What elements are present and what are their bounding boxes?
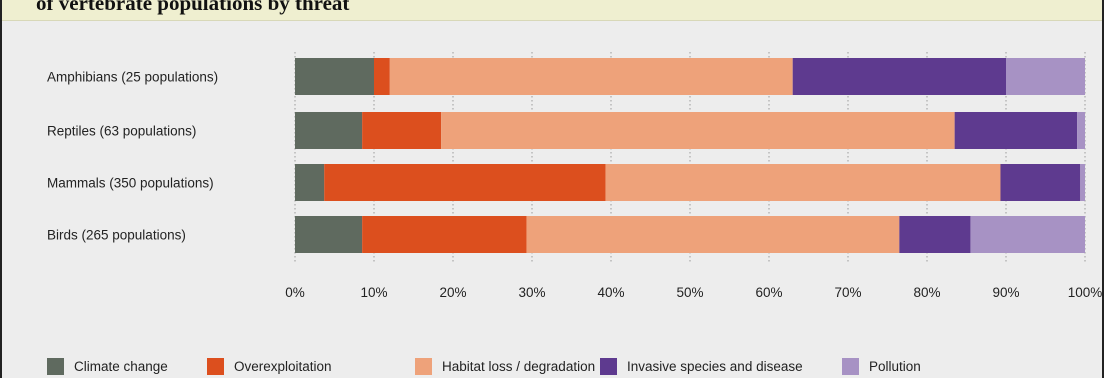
- bar-segment: [324, 164, 606, 201]
- category-label: Reptiles (63 populations): [47, 124, 196, 139]
- x-tick-label: 10%: [360, 285, 387, 300]
- bar-segment: [295, 216, 363, 253]
- legend-label: Habitat loss / degradation: [442, 359, 595, 374]
- bar-segment: [374, 58, 390, 95]
- x-tick-label: 90%: [992, 285, 1019, 300]
- x-tick-label: 100%: [1068, 285, 1103, 300]
- bar-segment: [1006, 58, 1085, 95]
- bar-segment: [526, 216, 900, 253]
- legend-swatch: [842, 358, 859, 375]
- bar-segment: [389, 58, 793, 95]
- bar-segment: [295, 58, 374, 95]
- x-tick-label: 80%: [913, 285, 940, 300]
- bar-segment: [1000, 164, 1081, 201]
- bar-segment: [899, 216, 971, 253]
- legend-label: Overexploitation: [234, 359, 332, 374]
- x-tick-label: 70%: [834, 285, 861, 300]
- legend-swatch: [415, 358, 432, 375]
- chart-title: of vertebrate populations by threat: [36, 0, 350, 15]
- category-label: Birds (265 populations): [47, 228, 186, 243]
- x-tick-label: 20%: [439, 285, 466, 300]
- x-tick-label: 40%: [597, 285, 624, 300]
- category-label: Amphibians (25 populations): [47, 70, 218, 85]
- bar-segment: [295, 164, 325, 201]
- title-strip: of vertebrate populations by threat: [2, 0, 1102, 21]
- x-tick-label: 50%: [676, 285, 703, 300]
- bar-segment: [1077, 112, 1085, 149]
- legend-swatch: [207, 358, 224, 375]
- bar-segment: [362, 112, 442, 149]
- category-label: Mammals (350 populations): [47, 176, 214, 191]
- legend-label: Pollution: [869, 359, 921, 374]
- bar-segment: [605, 164, 1001, 201]
- legend-label: Invasive species and disease: [627, 359, 803, 374]
- bar-segment: [441, 112, 955, 149]
- bar-segment: [1080, 164, 1085, 201]
- legend-swatch: [47, 358, 64, 375]
- bar-segment: [954, 112, 1078, 149]
- legend-label: Climate change: [74, 359, 168, 374]
- bar-segment: [362, 216, 527, 253]
- x-tick-label: 0%: [285, 285, 305, 300]
- bar-segment: [970, 216, 1085, 253]
- bar-segment: [792, 58, 1006, 95]
- x-tick-label: 60%: [755, 285, 782, 300]
- x-tick-label: 30%: [518, 285, 545, 300]
- bar-segment: [295, 112, 363, 149]
- legend-swatch: [600, 358, 617, 375]
